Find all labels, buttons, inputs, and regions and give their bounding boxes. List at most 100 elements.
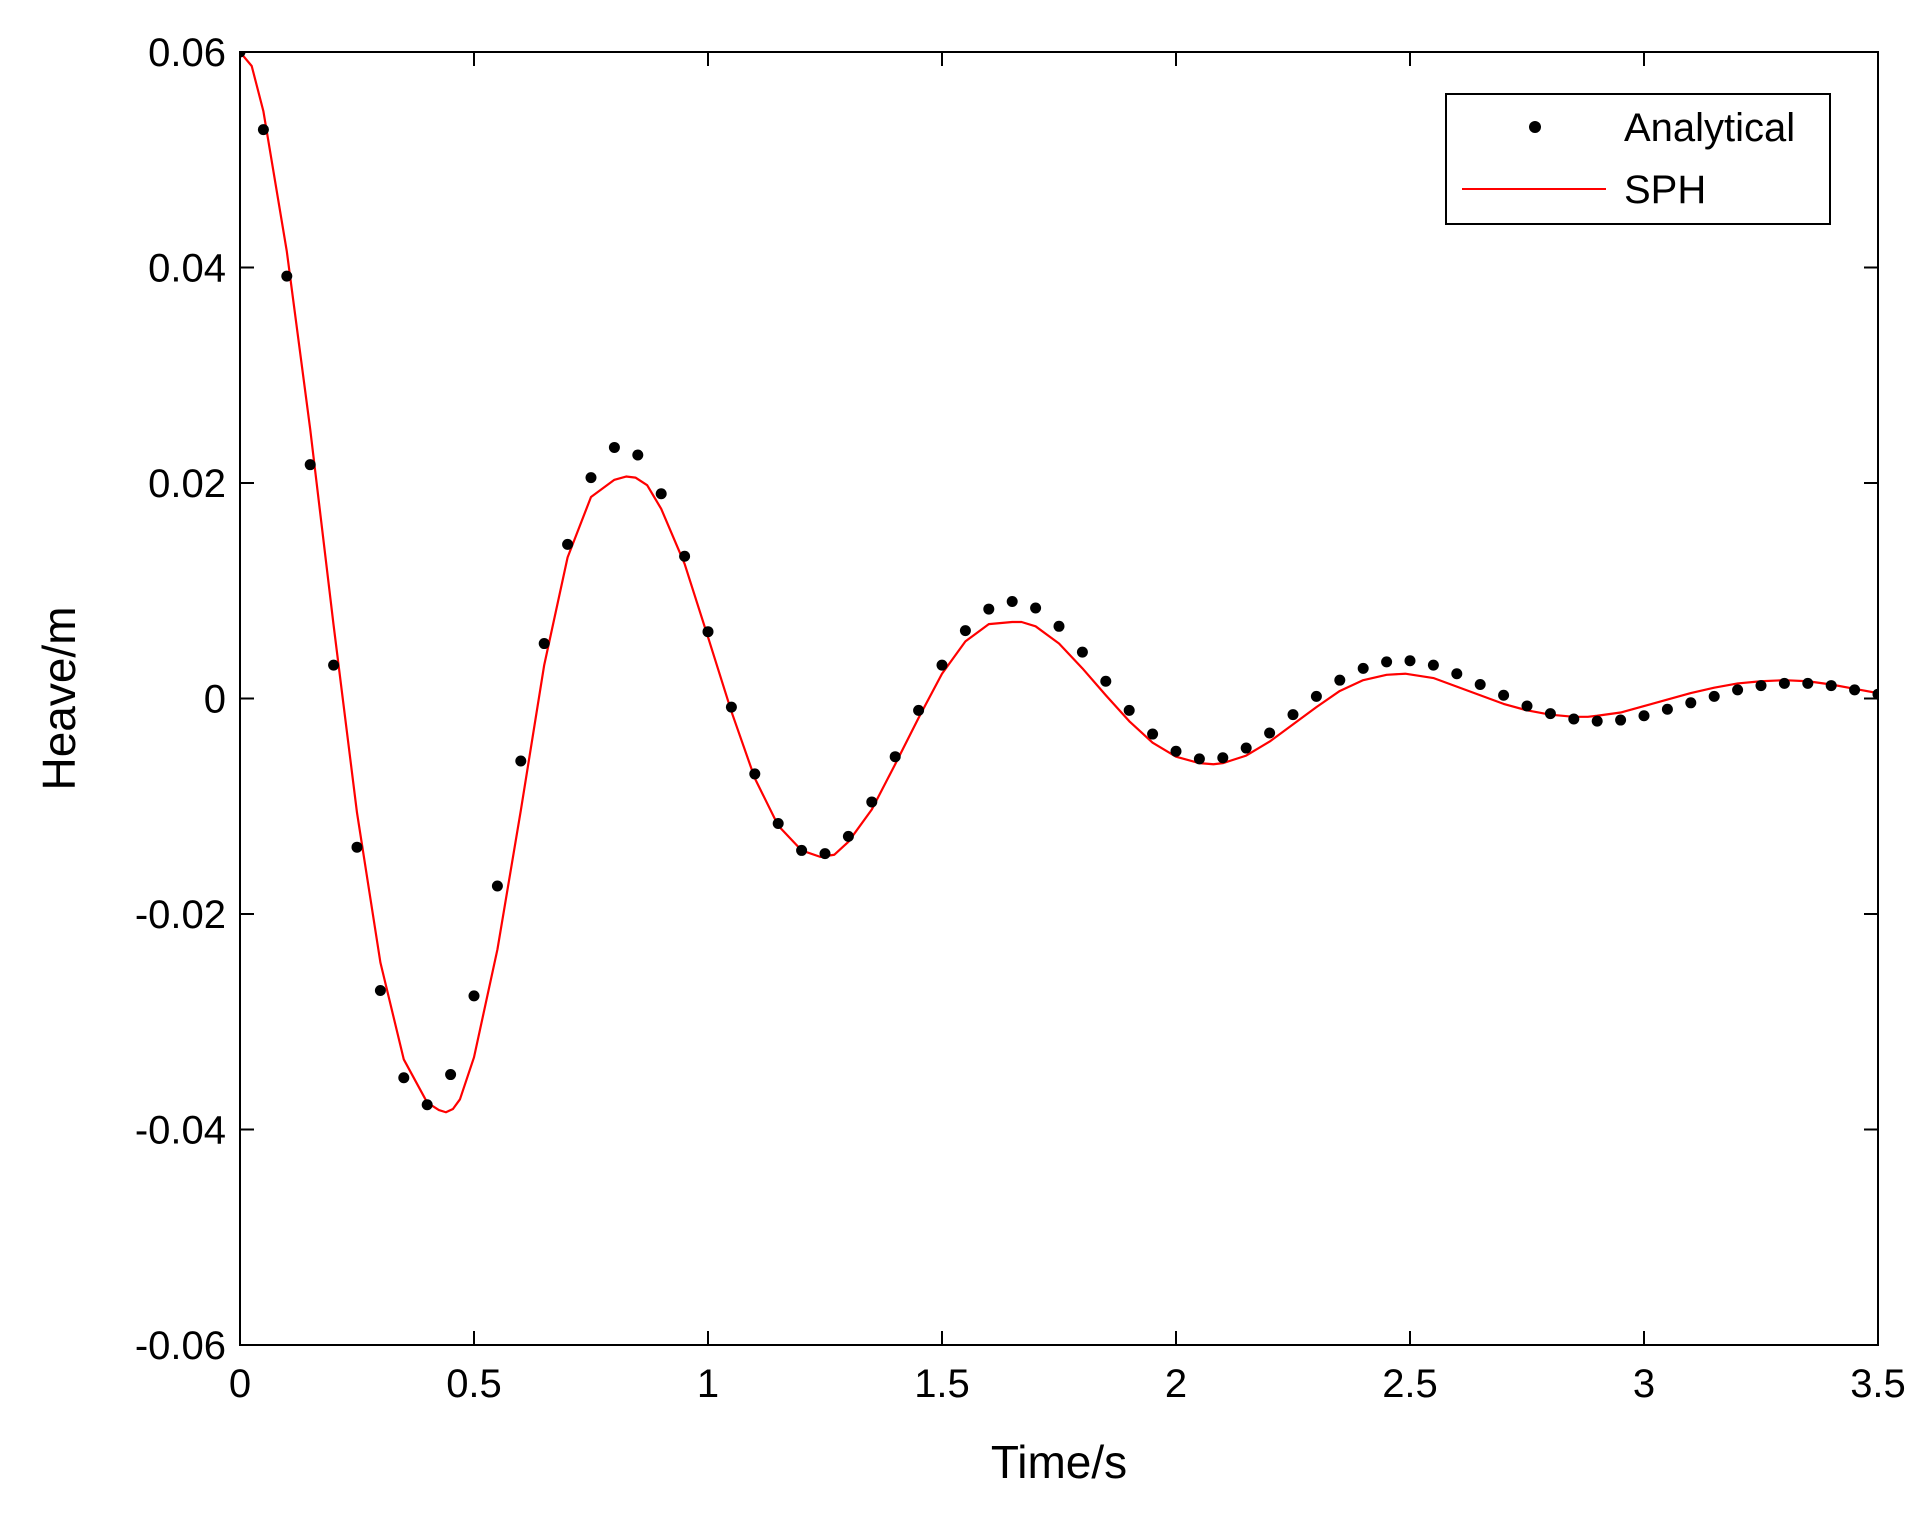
y-tick-label: 0.02 <box>148 462 226 506</box>
data-point-analytical <box>281 270 293 282</box>
data-point-analytical <box>1287 709 1299 721</box>
data-point-analytical <box>1755 680 1767 692</box>
data-point-analytical <box>1053 620 1065 632</box>
data-point-analytical <box>1193 753 1205 765</box>
data-point-analytical <box>632 449 644 461</box>
data-point-analytical <box>1568 713 1580 725</box>
axis-ticks: 0 0.5 1 1.5 2 2.5 3 3.5 -0.06 -0.04 -0.02 0 0.02 0.04… <box>135 31 1906 1406</box>
data-point-analytical <box>257 124 269 136</box>
data-point-analytical <box>1006 596 1018 608</box>
data-point-analytical <box>585 472 597 484</box>
x-tick-label: 3 <box>1633 1362 1655 1406</box>
data-point-analytical <box>936 659 948 671</box>
data-point-analytical <box>749 768 761 780</box>
data-point-analytical <box>1170 745 1182 757</box>
x-axis-label: Time/s <box>991 1436 1127 1488</box>
data-point-analytical <box>1544 708 1556 720</box>
data-point-analytical <box>1451 668 1463 680</box>
data-point-analytical <box>1685 697 1697 709</box>
y-tick-label: 0.06 <box>148 31 226 75</box>
data-point-analytical <box>468 990 480 1002</box>
data-point-analytical <box>491 880 503 892</box>
data-point-analytical <box>1638 710 1650 722</box>
data-point-analytical <box>1872 688 1878 700</box>
data-point-analytical <box>1100 675 1112 687</box>
legend-box <box>1445 93 1831 225</box>
data-point-analytical <box>1802 677 1814 689</box>
data-point-analytical <box>1778 677 1790 689</box>
data-point-analytical <box>1264 727 1276 739</box>
y-tick-label: 0.04 <box>148 247 226 291</box>
legend-label-analytical: Analytical <box>1624 106 1795 150</box>
data-point-analytical <box>374 985 386 996</box>
data-point-analytical <box>725 701 737 713</box>
data-point-analytical <box>1030 602 1042 614</box>
legend: Analytical SPH <box>1445 93 1831 225</box>
series-line-sph <box>240 52 1878 1114</box>
data-point-analytical <box>679 550 691 562</box>
data-point-analytical <box>1708 690 1720 702</box>
data-point-analytical <box>913 704 925 716</box>
data-point-analytical <box>796 844 808 856</box>
data-point-analytical <box>1334 674 1346 686</box>
data-point-analytical <box>1076 646 1088 658</box>
y-tick-label: -0.06 <box>135 1324 226 1368</box>
data-point-analytical <box>959 625 971 637</box>
y-axis-label: Heave/m <box>33 606 85 790</box>
data-point-analytical <box>655 488 667 500</box>
data-point-analytical <box>1427 659 1439 671</box>
data-point-analytical <box>304 459 316 471</box>
data-point-analytical <box>1615 714 1627 726</box>
data-point-analytical <box>889 751 901 763</box>
data-point-analytical <box>1123 704 1135 716</box>
x-tick-label: 2.5 <box>1382 1362 1438 1406</box>
data-point-analytical <box>538 638 550 650</box>
data-point-analytical <box>515 755 527 767</box>
data-point-analytical <box>1381 656 1393 668</box>
data-point-analytical <box>421 1099 433 1111</box>
data-point-analytical <box>1404 655 1416 667</box>
data-point-analytical <box>983 603 995 615</box>
data-point-analytical <box>445 1069 457 1081</box>
axis-labels: Time/s Heave/m <box>33 606 1127 1488</box>
data-point-analytical <box>772 817 784 829</box>
data-point-analytical <box>1474 678 1486 690</box>
data-point-analytical <box>1357 662 1369 674</box>
data-point-analytical <box>1732 684 1744 696</box>
legend-label-sph: SPH <box>1624 168 1706 212</box>
x-tick-label: 1 <box>697 1362 719 1406</box>
data-point-analytical <box>1217 752 1229 764</box>
data-point-analytical <box>819 848 831 860</box>
y-tick-label: 0 <box>204 678 226 722</box>
data-point-analytical <box>702 626 714 638</box>
x-tick-label: 0 <box>229 1362 251 1406</box>
data-point-analytical <box>351 841 363 853</box>
x-tick-label: 3.5 <box>1850 1362 1906 1406</box>
data-point-analytical <box>1498 689 1510 701</box>
data-point-analytical <box>608 441 620 453</box>
data-point-analytical <box>1521 700 1533 712</box>
data-point-analytical <box>842 830 854 842</box>
data-point-analytical <box>866 796 878 808</box>
y-tick-label: -0.02 <box>135 893 226 937</box>
data-point-analytical <box>1310 690 1322 702</box>
data-point-analytical <box>1240 742 1252 754</box>
legend-marker-analytical <box>1529 121 1541 133</box>
y-tick-label: -0.04 <box>135 1109 226 1153</box>
data-point-analytical <box>1147 728 1159 740</box>
data-point-analytical <box>1825 680 1837 692</box>
data-point-analytical <box>328 659 340 671</box>
data-point-analytical <box>562 538 574 550</box>
plot-area <box>240 52 1878 1114</box>
x-tick-label: 2 <box>1165 1362 1187 1406</box>
data-point-analytical <box>1661 703 1673 715</box>
data-point-analytical <box>240 52 246 58</box>
data-point-analytical <box>398 1072 410 1084</box>
x-tick-label: 0.5 <box>446 1362 502 1406</box>
data-point-analytical <box>1849 684 1861 696</box>
data-point-analytical <box>1591 715 1603 727</box>
x-tick-label: 1.5 <box>914 1362 970 1406</box>
